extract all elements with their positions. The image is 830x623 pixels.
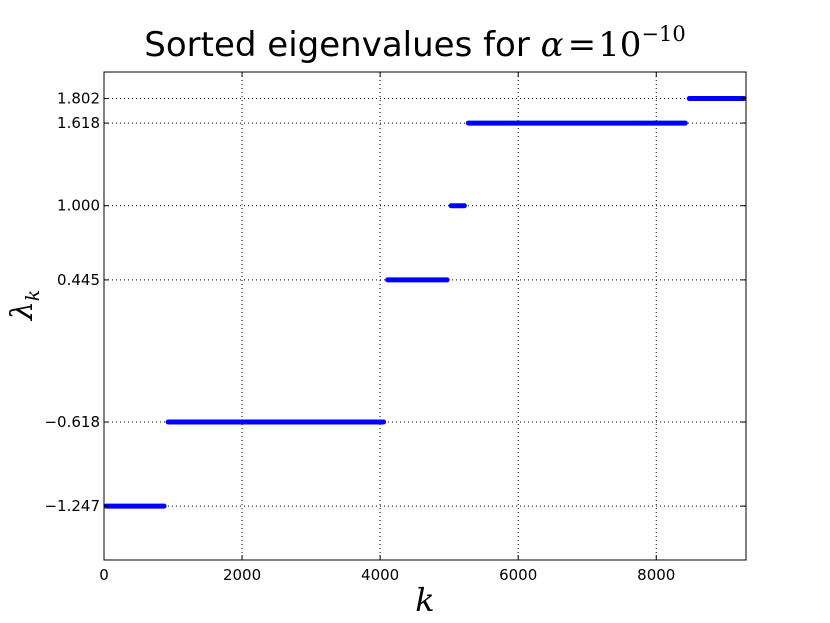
x-axis-label: k bbox=[415, 581, 434, 619]
chart-title-alpha: α bbox=[541, 25, 564, 65]
x-tick-label: 2000 bbox=[223, 566, 261, 584]
chart-title-text: Sorted eigenvalues for bbox=[144, 25, 540, 65]
y-tick-label: −0.618 bbox=[44, 413, 100, 431]
chart-title-base: 10 bbox=[598, 25, 641, 65]
chart-title-exponent: −10 bbox=[641, 22, 685, 46]
y-tick-label: 0.445 bbox=[57, 271, 100, 289]
x-tick-label: 8000 bbox=[637, 566, 675, 584]
y-tick-label: 1.802 bbox=[57, 89, 100, 107]
x-tick-label: 6000 bbox=[499, 566, 537, 584]
y-tick-label: 1.000 bbox=[57, 197, 100, 215]
y-axis-label-text: λk bbox=[5, 290, 44, 322]
y-axis-symbol: λ bbox=[5, 301, 40, 321]
chart-title: Sorted eigenvalues for α =10−10 bbox=[144, 22, 685, 65]
y-tick-label: −1.247 bbox=[44, 497, 100, 515]
y-axis-label: λk bbox=[5, 290, 44, 322]
y-axis-subscript: k bbox=[22, 290, 44, 302]
data-series bbox=[103, 95, 747, 509]
y-tick-label: 1.618 bbox=[57, 114, 100, 132]
x-tick-label: 0 bbox=[99, 566, 109, 584]
grid-lines bbox=[103, 72, 746, 560]
x-tick-label: 4000 bbox=[361, 566, 399, 584]
axis-ticks: 0 2000 4000 6000 8000 −1.247 −0.618 0.445 1.000 1… bbox=[44, 72, 746, 584]
chart-title-equals: = bbox=[568, 25, 597, 65]
plot-frame bbox=[103, 71, 747, 561]
